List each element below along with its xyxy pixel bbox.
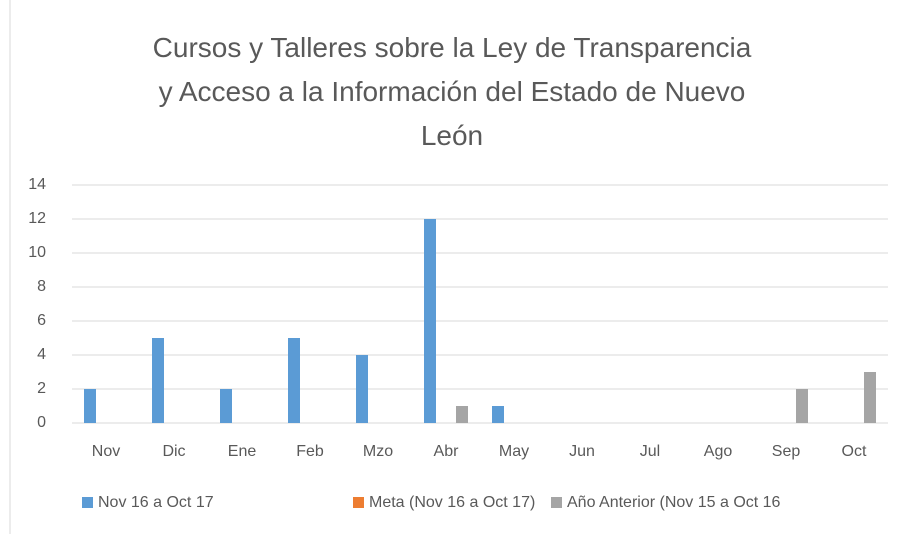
bar	[492, 406, 504, 423]
bar	[220, 389, 232, 423]
bar	[864, 372, 876, 423]
legend-swatch	[551, 497, 562, 508]
bar	[356, 355, 368, 423]
legend-swatch	[353, 497, 364, 508]
x-tick-label: Abr	[434, 443, 460, 460]
y-tick-label: 14	[28, 176, 46, 193]
x-tick-label: Feb	[296, 443, 324, 460]
x-tick-label: Mzo	[363, 443, 393, 460]
x-tick-label: Dic	[162, 443, 185, 460]
y-tick-label: 0	[37, 414, 46, 431]
bar	[152, 338, 164, 423]
y-tick-label: 8	[37, 278, 46, 295]
legend-label: Meta (Nov 16 a Oct 17)	[369, 494, 535, 511]
x-tick-label: Ago	[704, 443, 733, 460]
x-tick-label: Nov	[92, 443, 120, 460]
x-tick-label: Ene	[228, 443, 257, 460]
bar	[84, 389, 96, 423]
x-tick-label: Oct	[842, 443, 867, 460]
bar	[424, 219, 436, 423]
y-tick-label: 10	[28, 244, 46, 261]
x-tick-label: Sep	[772, 443, 801, 460]
bar	[288, 338, 300, 423]
legend-swatch	[82, 497, 93, 508]
y-tick-label: 4	[37, 346, 46, 363]
y-tick-label: 12	[28, 210, 46, 227]
bar	[456, 406, 468, 423]
legend-label: Nov 16 a Oct 17	[98, 494, 214, 511]
bar	[796, 389, 808, 423]
x-tick-label: Jun	[569, 443, 595, 460]
x-tick-label: May	[499, 443, 529, 460]
legend-label: Año Anterior (Nov 15 a Oct 16	[567, 494, 781, 511]
y-tick-label: 2	[37, 380, 46, 397]
y-tick-label: 6	[37, 312, 46, 329]
x-tick-label: Jul	[640, 443, 660, 460]
chart-title: Cursos y Talleres sobre la Ley de Transp…	[152, 32, 752, 151]
